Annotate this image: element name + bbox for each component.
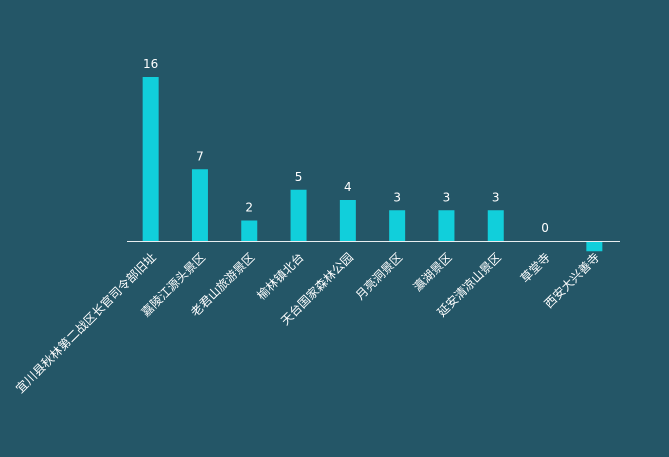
bar bbox=[142, 77, 159, 241]
bar-value-label: 3 bbox=[393, 190, 401, 204]
bar-value-label: 3 bbox=[492, 190, 500, 204]
bars-group bbox=[142, 77, 603, 252]
bar-value-label: 5 bbox=[295, 170, 303, 184]
bar-value-label: 4 bbox=[344, 180, 352, 194]
bar bbox=[191, 169, 208, 241]
bar bbox=[290, 189, 307, 241]
bar-value-label: 0 bbox=[541, 221, 549, 235]
bar bbox=[487, 210, 504, 241]
bar-value-label: 7 bbox=[196, 149, 204, 163]
bar bbox=[438, 210, 455, 241]
bar bbox=[586, 241, 603, 252]
bar-value-label: 3 bbox=[443, 190, 451, 204]
bar bbox=[389, 210, 406, 241]
bar-value-label: 2 bbox=[245, 201, 253, 215]
bar-value-label: 16 bbox=[143, 57, 158, 71]
bar bbox=[241, 220, 258, 241]
bar bbox=[339, 200, 356, 241]
value-labels-group: 16 7 2 5 4 3 3 3 0 bbox=[143, 57, 549, 235]
